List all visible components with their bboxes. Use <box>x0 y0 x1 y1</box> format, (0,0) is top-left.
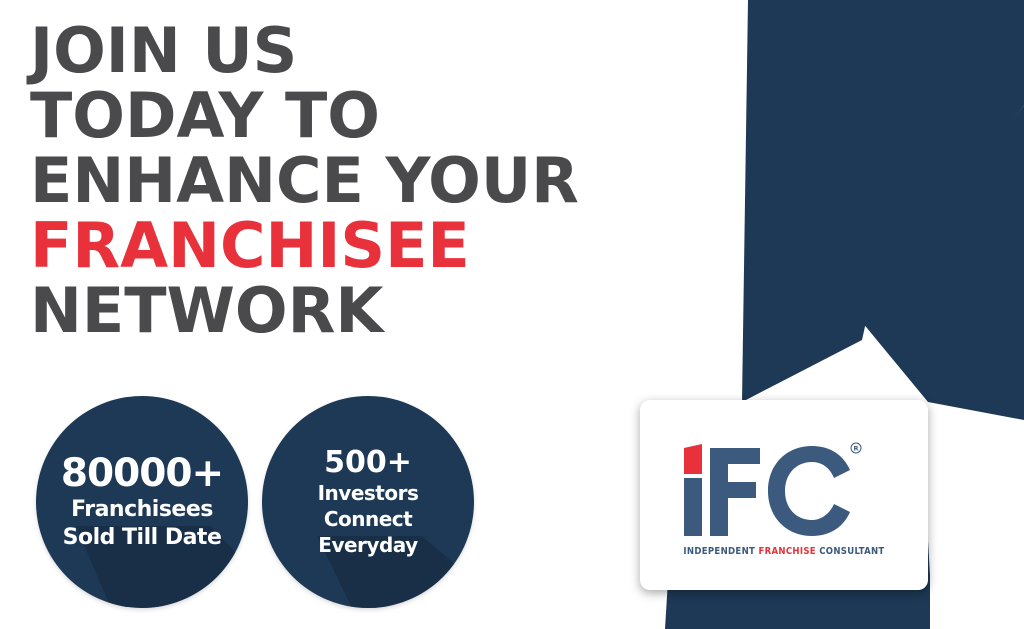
logo-tagline: INDEPENDENT FRANCHISE CONSULTANT <box>640 546 928 557</box>
stat-franchisees: 80000+ Franchisees Sold Till Date <box>36 396 248 608</box>
stat-label-line-2: Connect <box>323 507 413 531</box>
tagline-independent: INDEPENDENT <box>683 546 756 557</box>
long-shadow <box>317 536 474 608</box>
logo-letter-f <box>710 448 760 536</box>
headline-line-2: TODAY TO <box>30 79 380 152</box>
tagline-franchise: FRANCHISE <box>758 546 816 557</box>
stat-label-line-3: Everyday <box>318 533 418 557</box>
headline: JOIN US TODAY TO ENHANCE YOUR FRANCHISEE… <box>30 18 579 343</box>
tagline-consultant: CONSULTANT <box>819 546 885 557</box>
long-shadow <box>76 526 248 608</box>
stat-label-line-2: Sold Till Date <box>62 525 222 550</box>
stat-label-line-1: Franchisees <box>71 497 213 522</box>
headline-line-1: JOIN US <box>30 14 298 87</box>
navy-band-upper <box>742 0 1024 402</box>
logo-red-tick <box>684 444 702 474</box>
headline-line-5: NETWORK <box>30 274 384 347</box>
registered-mark <box>850 442 862 454</box>
headline-line-3: ENHANCE YOUR <box>30 144 579 217</box>
navy-band-fold <box>862 105 1024 420</box>
stat-investors: 500+ Investors Connect Everyday <box>262 396 474 608</box>
logo-letter-c <box>768 446 850 536</box>
ifc-logo-card: R INDEPENDENT FRANCHISE CONSULTANT <box>640 400 928 590</box>
headline-line-4-highlight: FRANCHISEE <box>30 209 470 282</box>
stat-value: 500+ <box>324 445 412 480</box>
registered-letter: R <box>853 445 858 453</box>
ifc-logo: R <box>684 442 862 536</box>
stat-value: 80000+ <box>60 451 224 496</box>
logo-letter-i <box>684 478 702 536</box>
stat-label-line-1: Investors <box>317 481 419 505</box>
